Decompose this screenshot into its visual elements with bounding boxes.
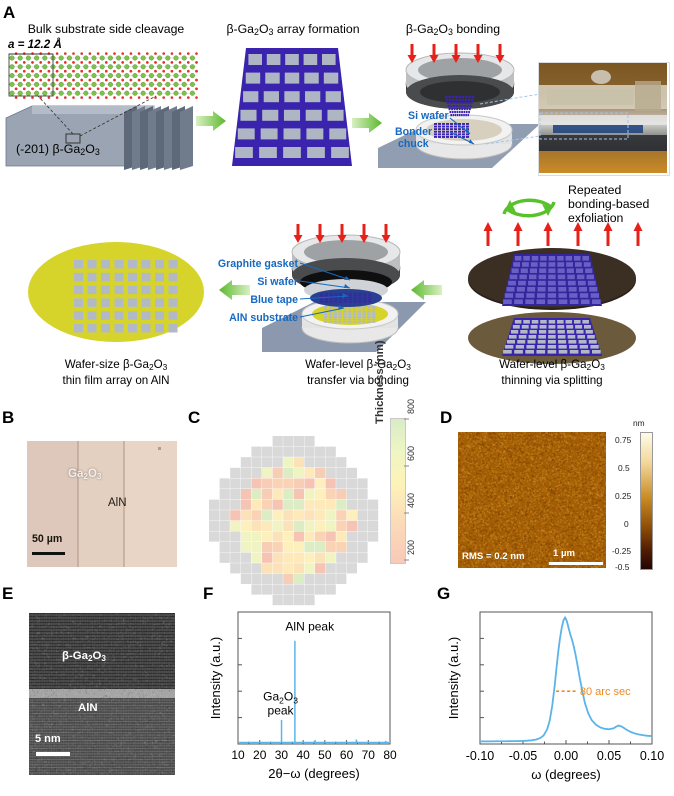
panelB-optical-micrograph	[27, 441, 177, 567]
panelC-thickness-map	[209, 436, 379, 606]
panelD-scalebar	[549, 562, 603, 565]
bulk-substrate-schematic	[5, 95, 193, 170]
panelC-tick-600: 600	[406, 445, 416, 461]
panelD-tick-neg025: -0.25	[612, 546, 632, 556]
label-chuck: chuck	[398, 138, 429, 150]
label-leader-lines-step3	[449, 117, 475, 145]
panelB-scalebar	[32, 552, 65, 555]
panelD-tick-0: 0	[624, 519, 629, 529]
panelC-tick-400: 400	[406, 492, 416, 508]
ga2o3-array-schematic	[232, 48, 352, 166]
green-arrow-4-icon	[219, 280, 250, 300]
crystal-lattice-schematic	[8, 52, 198, 99]
panelD-rms-label: RMS = 0.2 nm	[462, 551, 525, 562]
panelE-scalebar-label: 5 nm	[35, 733, 61, 745]
panel-label-a: A	[3, 3, 15, 22]
panelC-colorbar	[390, 418, 406, 564]
panel-label-b: B	[2, 408, 14, 427]
substrate-orientation-label: (-201) β-Ga2O3	[16, 142, 100, 157]
bonder-schematic	[378, 44, 540, 168]
panel-label-e: E	[2, 584, 14, 603]
panelE-label-ga2o3: β-Ga2O3	[62, 650, 106, 663]
green-arrow-1-icon	[196, 111, 226, 131]
photo-callout-lines	[479, 93, 541, 145]
panelD-scalebar-label: 1 µm	[553, 548, 576, 559]
panelB-scalebar-label: 50 µm	[32, 533, 63, 545]
green-arrow-3-icon	[411, 280, 442, 300]
wafer-splitting-schematic	[468, 222, 643, 364]
label-blue-tape: Blue tape	[250, 294, 298, 306]
panelD-afm-image	[458, 432, 606, 568]
panelD-tick-075: 0.75	[615, 435, 632, 445]
panelE-tem-image	[29, 613, 175, 775]
label-si-wafer-step5: Si wafer	[257, 276, 298, 288]
step5-leader-lines	[299, 262, 351, 318]
panelC-tick-800: 800	[406, 398, 416, 414]
panel-label-c: C	[188, 408, 200, 427]
panelD-colorbar-unit: nm	[633, 418, 645, 428]
panelC-tick-200: 200	[406, 539, 416, 555]
panelD-tick-neg05: -0.5	[615, 562, 630, 572]
label-graphite-gasket: Graphite gasket	[217, 258, 298, 270]
bonder-photograph	[538, 62, 670, 176]
green-arrow-2-icon	[352, 113, 382, 133]
panel-label-d: D	[440, 408, 452, 427]
panelA-step4-caption: Wafer-level β-Ga2O3 thinning via splitti…	[499, 358, 605, 388]
panelB-label-aln: AlN	[108, 497, 127, 509]
label-bonder: Bonder	[395, 126, 433, 138]
panelA-step5-caption: Wafer-level β-Ga2O3 transfer via bonding	[305, 358, 411, 388]
repeat-cycle-caption: Repeated bonding-based exfoliation	[568, 183, 650, 225]
panelC-colorbar-ticks	[404, 418, 409, 561]
panelA-step1-title: Bulk substrate side cleavage	[27, 22, 185, 36]
repeat-cycle-icon	[502, 198, 556, 218]
label-aln-substrate: AlN substrate	[229, 312, 298, 324]
panel-label-f: F	[203, 584, 214, 603]
panelE-label-aln: AlN	[78, 702, 98, 714]
final-wafer-schematic	[28, 242, 204, 342]
panelC-colorbar-title: Thickness (nm)	[374, 340, 386, 424]
label-si-wafer-step3: Si wafer	[408, 110, 449, 122]
panel-label-g: G	[437, 584, 450, 603]
panelA-step2-title: β-Ga2O3 array formation	[226, 22, 360, 37]
panelA-lattice-parameter: a = 12.2 Å	[8, 38, 62, 51]
panelE-scalebar	[36, 752, 70, 756]
panelD-tick-025: 0.25	[615, 491, 632, 501]
panelD-tick-05: 0.5	[618, 463, 630, 473]
panelD-colorbar	[640, 432, 653, 570]
transfer-bonding-schematic	[262, 224, 426, 352]
panelB-label-ga2o3: Ga2O3	[68, 468, 102, 481]
panelA-step6-caption: Wafer-size β-Ga2O3 thin film array on Al…	[62, 358, 170, 388]
panelA-step3-title: β-Ga2O3 bonding	[405, 22, 501, 37]
